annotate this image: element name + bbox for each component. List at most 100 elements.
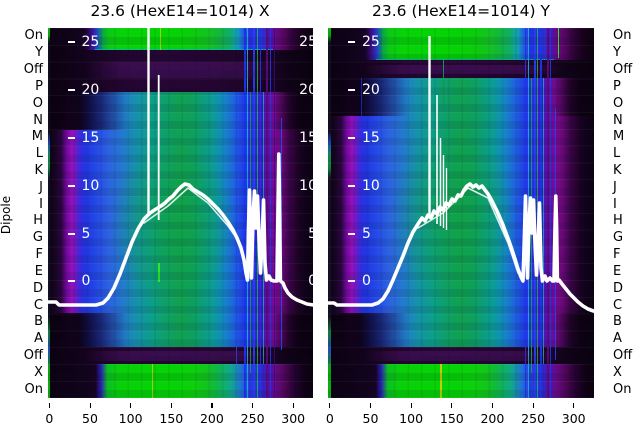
- row-label-left: I: [39, 196, 43, 212]
- corner-shade: [270, 92, 313, 130]
- x-tick-label: 200: [199, 411, 224, 426]
- row-label-right: On: [613, 381, 632, 397]
- x-tick-mark: [329, 403, 331, 408]
- value-tick-label: 20: [67, 81, 100, 98]
- color-stripe: [266, 28, 268, 398]
- value-tick-text: 15: [81, 129, 100, 146]
- x-tick-label: 150: [159, 411, 184, 426]
- value-tick-label: 0: [67, 274, 90, 288]
- value-tick-label: 0: [348, 274, 371, 288]
- white-trace-layer: [328, 36, 594, 313]
- color-stripe: [273, 28, 275, 398]
- panel-edge-stripe: [47, 28, 50, 398]
- x-tick-mark: [573, 403, 575, 408]
- row-label-left: On: [24, 28, 43, 44]
- row-label-right: L: [613, 146, 621, 162]
- heat-band: [47, 347, 313, 364]
- heatmap-panel-x: 25 25 20 20 15 15 10 10 5 5 0 0: [47, 28, 313, 398]
- x-tick-label: 250: [521, 411, 546, 426]
- value-tick-label: 10: [67, 179, 99, 193]
- row-label-right: O: [613, 95, 624, 111]
- color-stripe: [361, 78, 363, 118]
- corner-shade: [270, 313, 313, 347]
- trace-line: [142, 187, 239, 241]
- x-tick-mark: [252, 403, 254, 408]
- plot-title-x: 23.6 (HexE14=1014) X: [90, 2, 270, 20]
- value-tick-mark: [67, 136, 75, 139]
- row-label-right: A: [613, 331, 622, 347]
- heat-band: [47, 28, 313, 50]
- x-tick-mark: [532, 403, 534, 408]
- value-tick-label: 25: [67, 35, 99, 49]
- row-label-left: D: [32, 280, 43, 296]
- heat-band: [47, 92, 313, 347]
- x-tick-label: 100: [118, 411, 143, 426]
- row-label-left: L: [35, 146, 43, 162]
- heat-band-mid: [84, 351, 282, 361]
- x-tick-label: 0: [325, 411, 334, 426]
- value-tick-label-right: 25: [299, 33, 313, 50]
- row-label-left: O: [32, 95, 43, 111]
- row-label-left: Off: [23, 347, 43, 363]
- row-label-right: G: [613, 230, 624, 246]
- color-stripe: [151, 364, 153, 398]
- x-tick-label: 300: [281, 411, 306, 426]
- value-tick-mark: [348, 136, 355, 139]
- value-tick-mark: [67, 232, 75, 235]
- row-label-right: Off: [613, 62, 633, 78]
- row-label-right: B: [613, 314, 622, 330]
- corner-shade: [551, 313, 594, 347]
- row-label-left: Off: [23, 62, 43, 78]
- x-tick-mark: [211, 403, 213, 408]
- value-tick-text: 5: [362, 225, 371, 242]
- value-tick-text: 10: [362, 177, 380, 194]
- white-trace-layer: [47, 28, 313, 307]
- value-tick-label: 5: [67, 225, 91, 242]
- row-label-left: Y: [35, 45, 43, 61]
- color-stripe: [443, 60, 444, 106]
- x-tick-mark: [89, 403, 91, 408]
- x-tick-mark: [451, 403, 453, 408]
- value-tick-label: 5: [348, 227, 371, 241]
- row-label-right: Y: [613, 45, 621, 61]
- color-stripe: [269, 28, 271, 398]
- value-tick-mark: [67, 280, 75, 282]
- value-tick-label-right: 5: [308, 225, 313, 242]
- x-tick-mark: [170, 403, 172, 408]
- row-label-left: E: [34, 263, 43, 279]
- value-tick-mark: [348, 89, 355, 91]
- row-label-left: N: [33, 112, 43, 128]
- heat-band: [328, 364, 594, 398]
- green-blotch: [328, 78, 594, 347]
- x-tick-label: 100: [399, 411, 424, 426]
- heat-band: [328, 60, 594, 78]
- value-tick-label: 10: [348, 179, 380, 193]
- row-label-right: X: [613, 364, 622, 380]
- row-label-left: J: [39, 179, 43, 195]
- color-stripe: [280, 118, 282, 350]
- row-label-left: P: [35, 78, 43, 94]
- value-tick-label-right: 10: [299, 177, 313, 194]
- value-tick-text: 20: [81, 81, 100, 98]
- value-tick-text: 5: [81, 225, 91, 242]
- value-tick-mark: [67, 41, 75, 43]
- color-stripe: [550, 28, 552, 398]
- heatmap-panel-y: 25 20 15 10 5 0: [328, 28, 594, 398]
- value-tick-mark: [67, 184, 75, 187]
- row-label-right: Off: [613, 347, 633, 363]
- color-stripe: [244, 28, 246, 398]
- row-label-right: K: [613, 162, 622, 178]
- heat-band-mid: [84, 62, 282, 78]
- row-label-left: K: [34, 162, 43, 178]
- x-tick-label: 0: [45, 411, 54, 426]
- value-tick-mark: [348, 280, 355, 282]
- row-label-left: G: [32, 230, 43, 246]
- row-label-right: C: [613, 297, 623, 313]
- row-label-right: P: [613, 78, 621, 94]
- x-tick-label: 50: [82, 411, 98, 426]
- row-label-right: J: [613, 179, 617, 195]
- x-tick-mark: [292, 403, 294, 408]
- value-tick-text: 0: [362, 273, 371, 289]
- value-tick-mark: [67, 89, 75, 91]
